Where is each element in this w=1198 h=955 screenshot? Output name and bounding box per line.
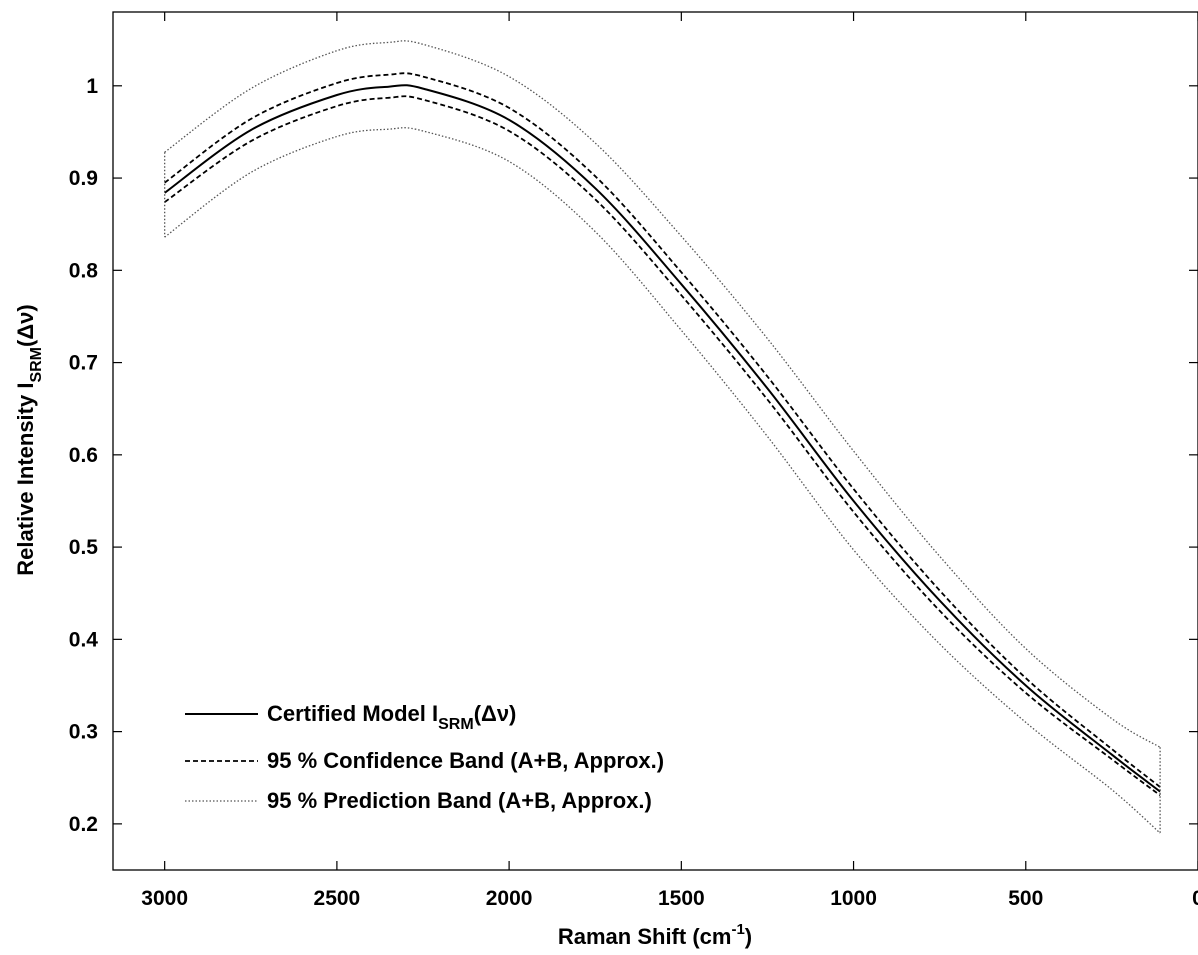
x-tick-label: 1000 [830, 887, 877, 910]
legend-label-prediction-band: 95 % Prediction Band (A+B, Approx.) [267, 788, 652, 813]
legend-label-certified-model: Certified Model ISRM(Δν) [267, 701, 516, 733]
x-tick-label: 2000 [486, 887, 533, 910]
y-tick-label: 0.5 [69, 536, 99, 559]
y-tick-label: 0.8 [69, 259, 99, 282]
series-certified-model [164, 84, 1161, 793]
plot-frame [112, 11, 1198, 871]
x-tick-label: 3000 [141, 887, 188, 910]
y-tick-label: 0.2 [69, 813, 98, 836]
y-axis-label: Relative Intensity ISRM(Δν) [13, 304, 45, 575]
y-tick-label: 0.9 [69, 167, 98, 190]
x-tick-label: 1500 [658, 887, 705, 910]
y-tick-label: 0.3 [69, 721, 98, 744]
y-tick-label: 0.7 [69, 352, 98, 375]
x-tick-label: 0 [1192, 887, 1198, 910]
legend: Certified Model ISRM(Δν) 95 % Confidence… [185, 701, 664, 813]
series-prediction-upper [164, 40, 1161, 748]
x-axis-label-superscript: -1 [731, 921, 744, 938]
x-tick-label: 500 [1008, 887, 1043, 910]
legend-label-confidence-band: 95 % Confidence Band (A+B, Approx.) [267, 748, 664, 773]
y-tick-label: 0.6 [69, 444, 98, 467]
series-confidence-upper [164, 72, 1161, 788]
x-tick-label: 2500 [314, 887, 361, 910]
y-tick-label: 0.4 [69, 628, 99, 651]
series-prediction-lower [164, 127, 1161, 834]
series-layer [164, 40, 1161, 834]
ticks-layer: 3000 2500 2000 1500 1000 500 0 0.2 0.3 0.4 0.5 0.6 0… [69, 12, 1198, 910]
y-axis-label-subscript: SRM [28, 347, 45, 383]
series-confidence-lower [164, 95, 1161, 797]
y-tick-label: 1 [86, 75, 98, 98]
x-axis-label: Raman Shift (cm-1) [558, 921, 752, 949]
